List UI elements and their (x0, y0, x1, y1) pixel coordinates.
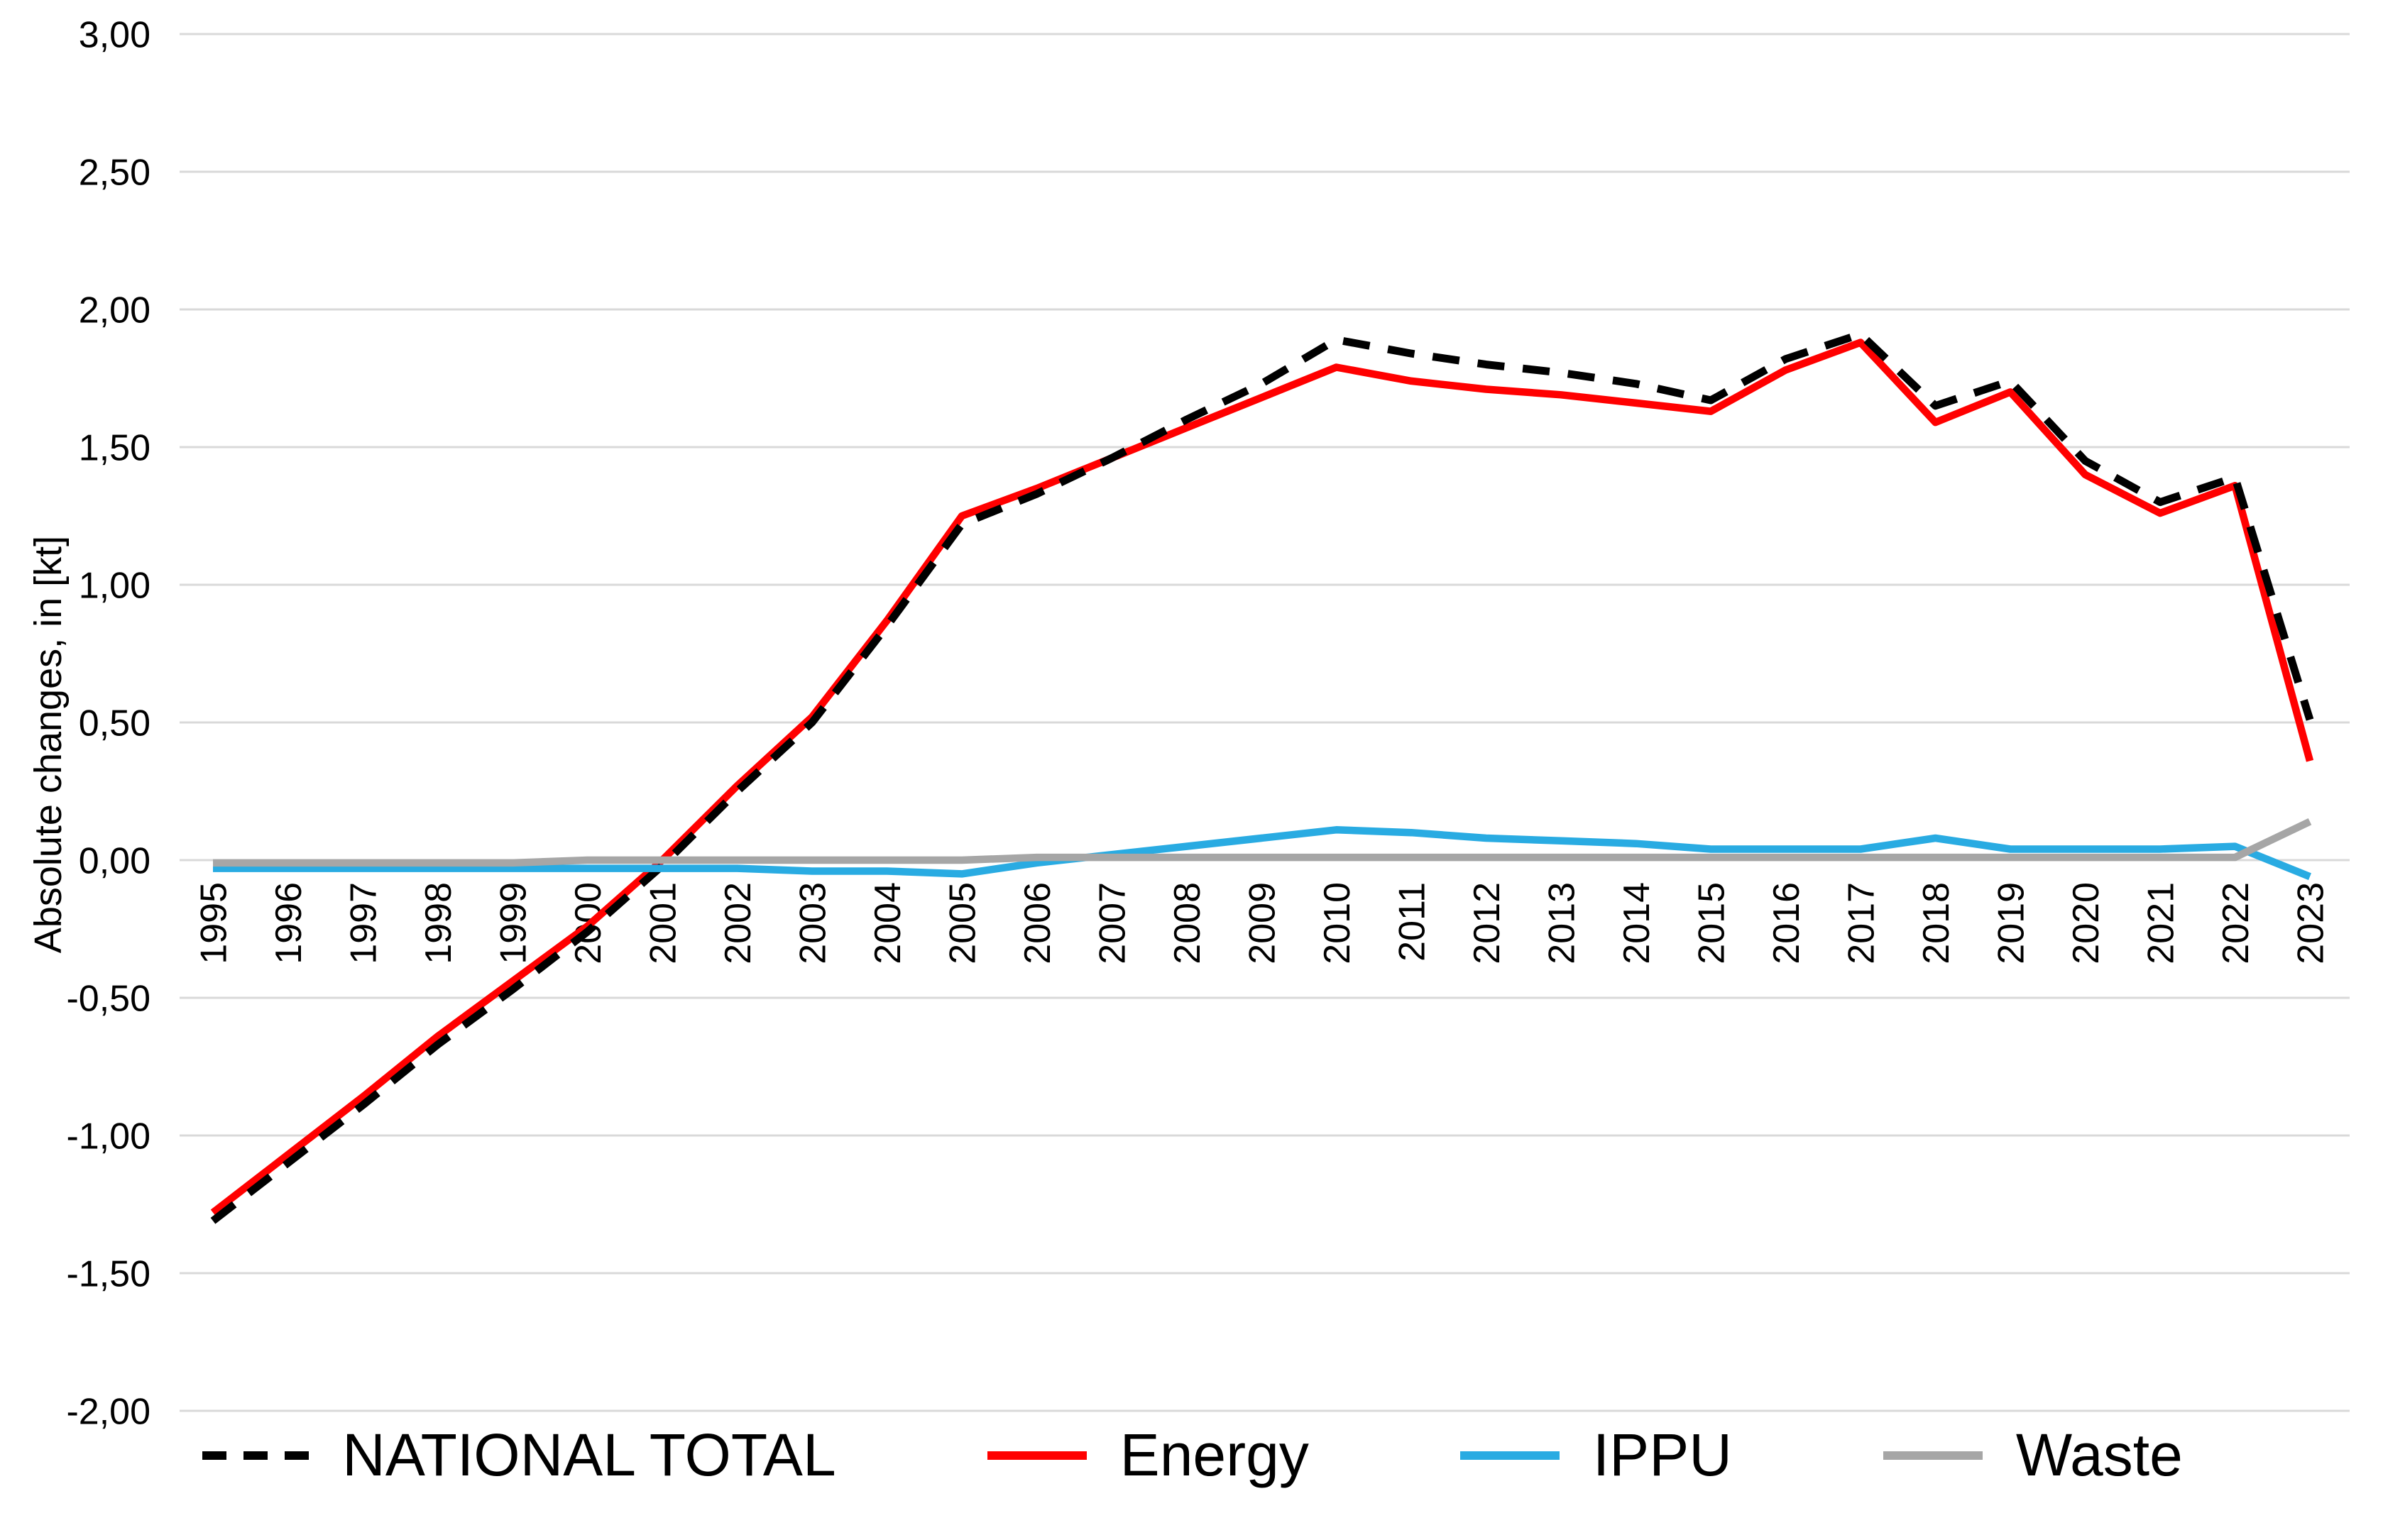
legend-item-waste: Waste (1881, 1421, 2183, 1490)
legend-item-national-total: NATIONAL TOTAL (200, 1421, 836, 1490)
series-line-national-total (210, 330, 2314, 1224)
x-tick-label: 2008 (1167, 882, 1208, 964)
solid-line-swatch-icon (1459, 1451, 1560, 1460)
x-tick-label: 2002 (718, 882, 759, 964)
x-tick-label: 2019 (1991, 882, 2032, 964)
x-tick-label: 2010 (1317, 882, 1358, 964)
legend: NATIONAL TOTAL Energy IPPU Waste (0, 1421, 2383, 1490)
x-tick-label: 2001 (643, 882, 684, 964)
x-tick-label: 2018 (1916, 882, 1957, 964)
y-tick-label: 0,00 (79, 841, 150, 882)
series-line-ippu (213, 826, 2311, 881)
x-tick-label: 2006 (1017, 882, 1058, 964)
y-tick-label: -1,00 (66, 1116, 150, 1157)
dashed-line-swatch-icon (202, 1451, 309, 1460)
legend-label: NATIONAL TOTAL (342, 1421, 836, 1488)
x-tick-label: 2015 (1692, 882, 1733, 964)
y-tick-label: 3,00 (79, 15, 150, 56)
y-tick-label: 2,00 (79, 290, 150, 331)
legend-label: IPPU (1592, 1421, 1732, 1488)
x-tick-label: 2014 (1616, 882, 1658, 964)
x-tick-label: 2017 (1841, 882, 1883, 964)
y-tick-label: 2,50 (79, 153, 150, 194)
x-tick-label: 2016 (1766, 882, 1807, 964)
x-tick-label: 1995 (194, 882, 235, 964)
x-tick-label: 2007 (1092, 882, 1134, 964)
y-tick-label: 0,50 (79, 703, 150, 744)
x-tick-label: 2013 (1542, 882, 1583, 964)
y-tick-label: -2,00 (66, 1392, 150, 1433)
series-line-waste (213, 818, 2312, 867)
x-tick-label: 2004 (867, 882, 909, 964)
x-tick-label: 2022 (2215, 882, 2257, 964)
x-tick-label: 1997 (344, 882, 385, 964)
y-tick-label: -0,50 (66, 979, 150, 1020)
legend-label: Energy (1119, 1421, 1309, 1488)
x-tick-label: 2020 (2066, 882, 2107, 964)
x-tick-label: 2023 (2291, 882, 2332, 964)
y-tick-label: 1,00 (79, 566, 150, 607)
x-tick-label: 1999 (493, 882, 535, 964)
solid-line-swatch-icon (987, 1451, 1087, 1460)
x-tick-label: 2021 (2141, 882, 2182, 964)
legend-item-ippu: IPPU (1458, 1421, 1732, 1490)
x-tick-label: 1996 (268, 882, 309, 964)
x-tick-label: 2011 (1392, 882, 1433, 962)
x-tick-label: 2012 (1467, 882, 1508, 964)
y-tick-label: 1,50 (79, 428, 150, 469)
y-tick-label: -1,50 (66, 1254, 150, 1295)
x-tick-label: 2005 (943, 882, 984, 964)
x-tick-label: 1998 (418, 882, 459, 964)
x-tick-label: 2009 (1242, 882, 1283, 964)
series-line-energy (210, 339, 2314, 1216)
legend-label: Waste (2015, 1421, 2183, 1488)
legend-item-energy: Energy (985, 1421, 1309, 1490)
solid-line-swatch-icon (1883, 1451, 1983, 1460)
y-axis-title: Absolute changes, in [kt] (27, 535, 70, 954)
x-tick-label: 2003 (793, 882, 834, 964)
